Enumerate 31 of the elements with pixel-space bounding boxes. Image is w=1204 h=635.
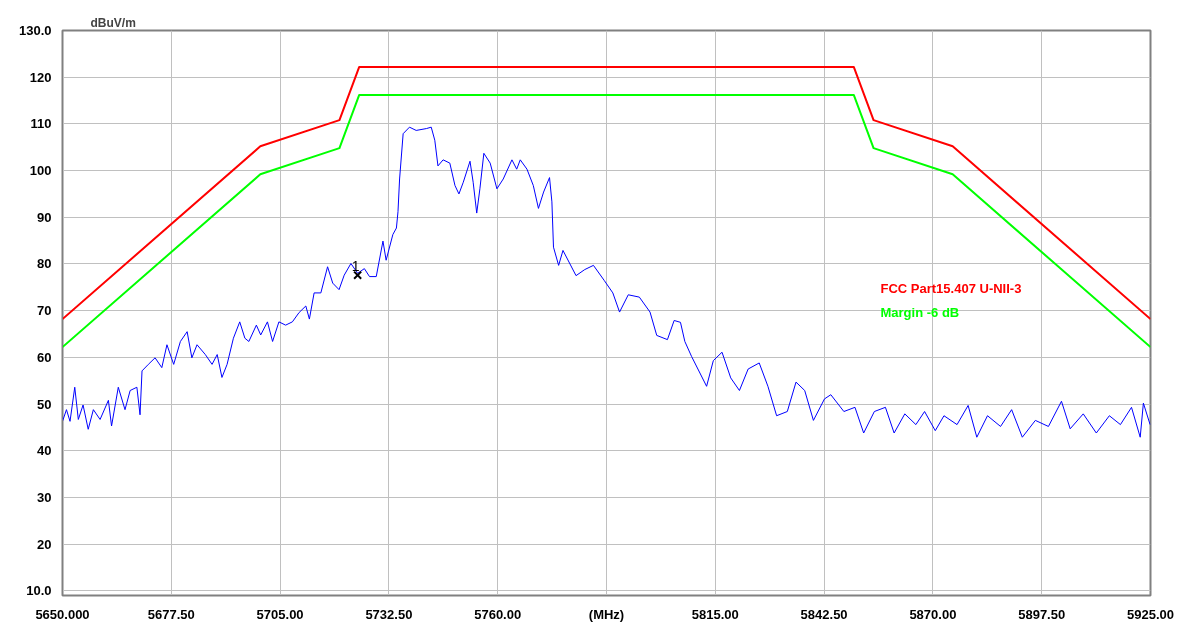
x-tick-label: 5650.000 bbox=[35, 606, 90, 622]
line-series bbox=[62, 65, 1151, 321]
y-tick-label: 130.0 bbox=[18, 23, 52, 38]
y-axis-title: dBuV/m bbox=[90, 15, 136, 30]
y-tick-label: 30 bbox=[37, 489, 52, 505]
annotation: 1 bbox=[351, 258, 360, 275]
y-tick-label: 110 bbox=[30, 116, 52, 132]
y-tick-label: 120 bbox=[29, 69, 52, 85]
text: FCC Part15.407 U-NII-3 bbox=[880, 280, 1022, 296]
line-series bbox=[62, 93, 1151, 349]
x-tick-label: 5897.50 bbox=[1018, 606, 1066, 622]
y-tick-label: 20 bbox=[37, 536, 52, 552]
text: Margin -6 dB bbox=[880, 304, 960, 320]
y-tick-label: 60 bbox=[37, 349, 52, 365]
y-tick-label: 10.0 bbox=[26, 583, 52, 599]
x-tick-label: 5732.50 bbox=[365, 606, 413, 622]
y-tick-label: 40 bbox=[37, 443, 52, 459]
x-tick-label: 5815.00 bbox=[691, 606, 739, 622]
line-series bbox=[62, 126, 1151, 438]
y-tick-label: 80 bbox=[37, 256, 52, 272]
y-tick-label: 100 bbox=[29, 163, 52, 179]
x-tick-label: (MHz) bbox=[588, 606, 625, 622]
y-tick-label: 90 bbox=[37, 209, 52, 225]
x-tick-label: 5870.00 bbox=[909, 606, 957, 622]
x-tick-label: 5677.50 bbox=[147, 606, 195, 622]
x-tick-label: 5842.50 bbox=[800, 606, 848, 622]
y-tick-label: 70 bbox=[37, 303, 52, 319]
x-tick-label: 5925.00 bbox=[1127, 606, 1174, 622]
x-tick-label: 5760.00 bbox=[474, 606, 522, 622]
y-tick-label: 50 bbox=[37, 396, 52, 412]
x-tick-label: 5705.00 bbox=[256, 606, 304, 622]
